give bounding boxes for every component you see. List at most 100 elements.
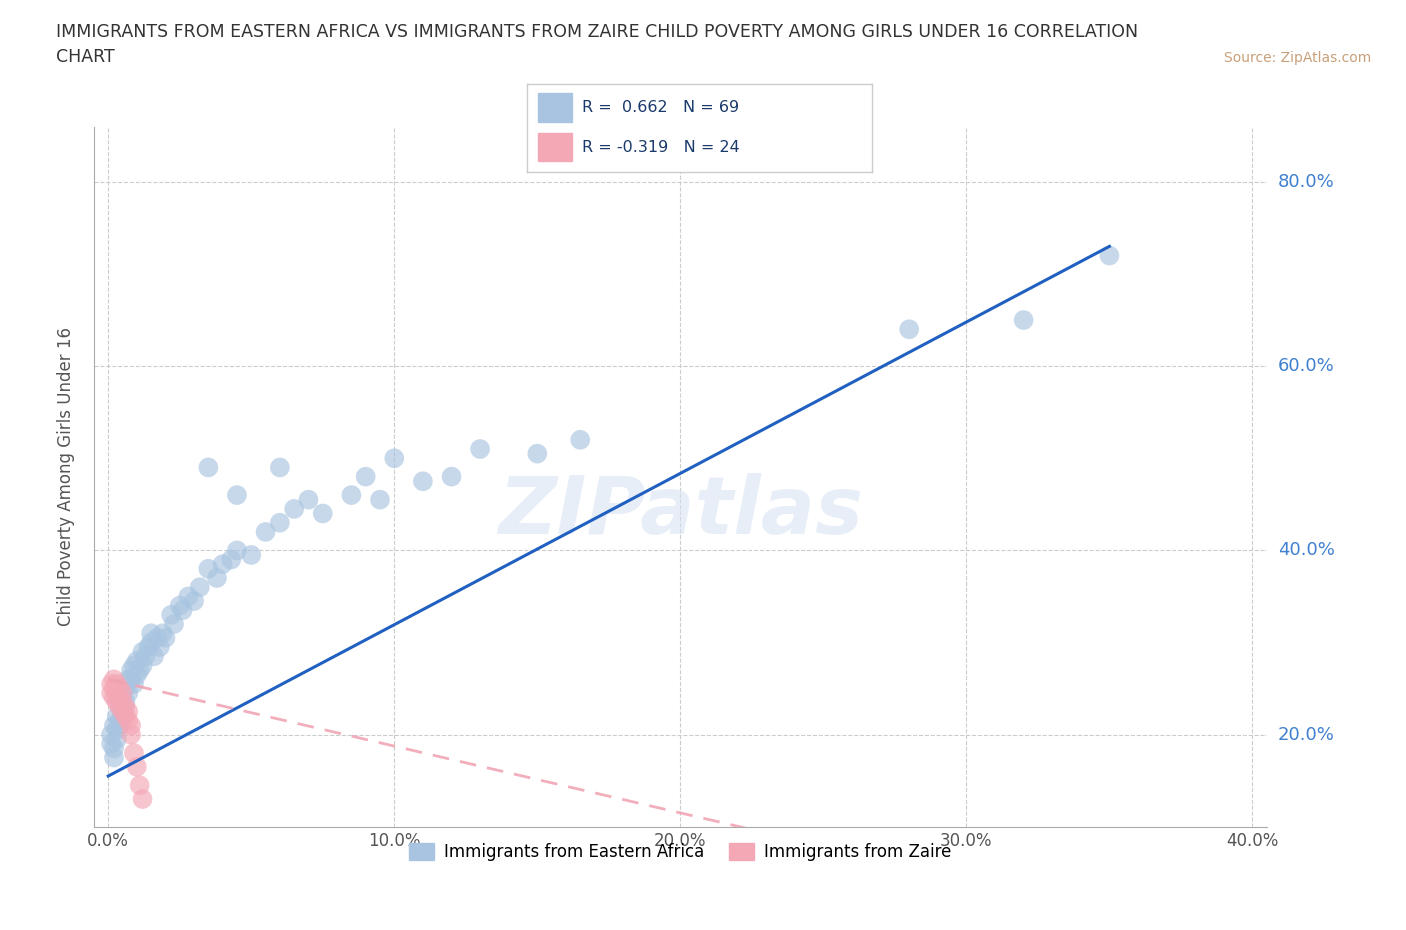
Point bbox=[211, 557, 233, 572]
Point bbox=[382, 451, 405, 466]
Point bbox=[108, 718, 131, 733]
Point bbox=[254, 525, 277, 539]
Point bbox=[312, 506, 335, 521]
Text: R = -0.319   N = 24: R = -0.319 N = 24 bbox=[582, 140, 740, 154]
Point bbox=[240, 548, 263, 563]
Point bbox=[122, 658, 145, 673]
Point bbox=[128, 663, 150, 678]
Point bbox=[526, 446, 548, 461]
Point bbox=[226, 543, 249, 558]
Point bbox=[368, 492, 391, 507]
Point bbox=[134, 649, 156, 664]
Point bbox=[108, 690, 131, 705]
Text: R =  0.662   N = 69: R = 0.662 N = 69 bbox=[582, 100, 740, 115]
Point bbox=[103, 751, 125, 765]
Point bbox=[169, 598, 191, 613]
Point bbox=[163, 617, 186, 631]
Point bbox=[100, 676, 122, 691]
Point bbox=[136, 640, 159, 655]
Point bbox=[103, 681, 125, 696]
Point bbox=[114, 699, 136, 714]
Text: IMMIGRANTS FROM EASTERN AFRICA VS IMMIGRANTS FROM ZAIRE CHILD POVERTY AMONG GIRL: IMMIGRANTS FROM EASTERN AFRICA VS IMMIGR… bbox=[56, 23, 1139, 66]
Point bbox=[117, 713, 139, 728]
Point bbox=[105, 709, 128, 724]
Point bbox=[139, 635, 162, 650]
Point bbox=[100, 685, 122, 700]
Text: 60.0%: 60.0% bbox=[1278, 357, 1334, 375]
Point bbox=[131, 658, 153, 673]
Point bbox=[155, 631, 177, 645]
Point bbox=[111, 704, 134, 719]
Point bbox=[111, 685, 134, 700]
Point bbox=[160, 607, 183, 622]
Point bbox=[1098, 248, 1121, 263]
Point bbox=[146, 631, 169, 645]
Point bbox=[103, 671, 125, 686]
Point bbox=[120, 727, 142, 742]
Point bbox=[111, 704, 134, 719]
Legend: Immigrants from Eastern Africa, Immigrants from Zaire: Immigrants from Eastern Africa, Immigran… bbox=[402, 836, 959, 868]
Point bbox=[226, 487, 249, 502]
Point bbox=[103, 718, 125, 733]
Point bbox=[111, 695, 134, 710]
Point bbox=[197, 562, 219, 577]
Point bbox=[120, 663, 142, 678]
Point bbox=[172, 603, 194, 618]
Bar bbox=[537, 133, 572, 162]
Point bbox=[111, 690, 134, 705]
Point bbox=[269, 515, 291, 530]
Point bbox=[105, 723, 128, 737]
Text: Source: ZipAtlas.com: Source: ZipAtlas.com bbox=[1223, 51, 1371, 65]
Point bbox=[105, 695, 128, 710]
Point bbox=[108, 713, 131, 728]
Point bbox=[100, 737, 122, 751]
Point bbox=[131, 791, 153, 806]
Point bbox=[898, 322, 921, 337]
Point bbox=[108, 681, 131, 696]
Point bbox=[114, 709, 136, 724]
Point bbox=[117, 671, 139, 686]
Point bbox=[105, 732, 128, 747]
Point bbox=[219, 552, 242, 567]
Point bbox=[569, 432, 592, 447]
Point bbox=[100, 727, 122, 742]
Point bbox=[283, 501, 305, 516]
Point bbox=[468, 442, 491, 457]
Point bbox=[188, 579, 211, 594]
Point bbox=[139, 626, 162, 641]
Point bbox=[122, 676, 145, 691]
Y-axis label: Child Poverty Among Girls Under 16: Child Poverty Among Girls Under 16 bbox=[58, 327, 75, 626]
Point bbox=[440, 470, 463, 485]
Point bbox=[108, 699, 131, 714]
Point bbox=[152, 626, 174, 641]
Point bbox=[120, 718, 142, 733]
Point bbox=[149, 640, 172, 655]
Point bbox=[197, 460, 219, 475]
Point bbox=[177, 589, 200, 604]
Text: 40.0%: 40.0% bbox=[1278, 541, 1334, 559]
Point bbox=[114, 681, 136, 696]
Point bbox=[205, 570, 228, 585]
Bar bbox=[537, 93, 572, 122]
Point bbox=[1012, 312, 1035, 327]
Point bbox=[125, 760, 148, 775]
Text: 20.0%: 20.0% bbox=[1278, 725, 1334, 744]
Point bbox=[103, 741, 125, 756]
Point bbox=[117, 685, 139, 700]
Point bbox=[131, 644, 153, 659]
Point bbox=[114, 695, 136, 710]
Point bbox=[120, 671, 142, 686]
Point bbox=[269, 460, 291, 475]
Point bbox=[143, 649, 166, 664]
Text: 80.0%: 80.0% bbox=[1278, 173, 1334, 191]
Point bbox=[183, 593, 205, 608]
Text: ZIPatlas: ZIPatlas bbox=[498, 472, 863, 551]
Point bbox=[108, 699, 131, 714]
Point bbox=[412, 473, 434, 488]
Point bbox=[128, 777, 150, 792]
Point bbox=[297, 492, 319, 507]
Point bbox=[105, 676, 128, 691]
Point bbox=[354, 470, 377, 485]
Point bbox=[125, 654, 148, 669]
Point bbox=[125, 667, 148, 682]
